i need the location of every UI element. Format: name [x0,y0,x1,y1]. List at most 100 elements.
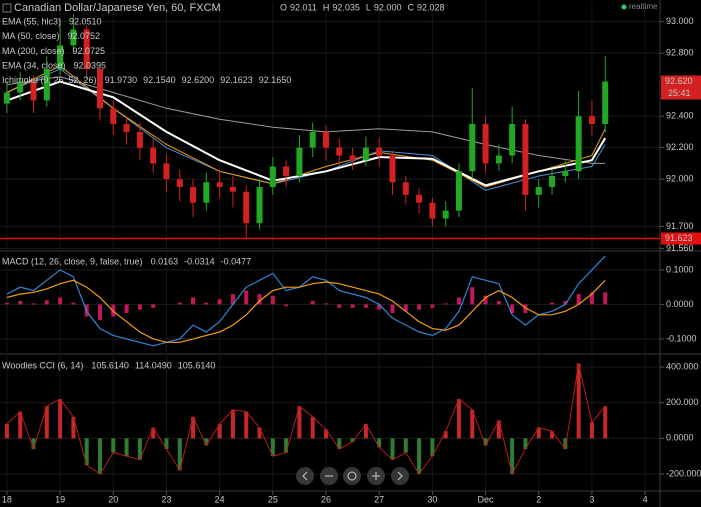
price-box [661,232,701,245]
histogram-bar [244,290,249,305]
histogram-bar [31,303,36,305]
candle-body [30,81,37,101]
histogram-bar [563,300,568,305]
indicator-value: 105.6140 [178,360,216,370]
histogram-bar [337,304,342,308]
nav-buttons [296,467,409,485]
x-tick-label: 3 [589,494,594,504]
y-tick-label: 0.1000 [666,264,694,274]
histogram-bar [71,302,76,305]
candle-body [269,166,276,188]
histogram-bar [550,302,555,305]
y-tick-label: 92.000 [666,174,694,184]
moving-average [6,80,607,187]
indicator-value: 91.9730 [105,75,138,85]
histogram-bar [97,304,102,320]
indicator-value: 92.0395 [74,60,107,70]
cci-bar [470,409,475,439]
x-tick-label: 24 [215,494,225,504]
candle-body [57,45,64,69]
ohlc-key: H [323,2,330,12]
scroll-right[interactable] [391,467,409,485]
indicator-name: EMA (55, hlc3) [2,16,61,26]
candle-body [509,124,516,156]
cci-bar [84,438,89,466]
candle-body [70,29,77,46]
cci-bar [443,431,448,439]
indicator-value: -0.0477 [221,256,252,266]
candle-body [376,147,383,156]
price-box [661,75,701,100]
cci-bar [536,427,541,439]
indicator-name: MA (50, close) [2,31,60,41]
y-tick-label: 400.000 [666,361,699,371]
candle-body [549,175,556,188]
x-tick-label: 30 [427,494,437,504]
reset[interactable] [343,467,361,485]
cci-bar [297,406,302,439]
candle-body [442,210,449,219]
indicator-value: 92.0752 [68,31,101,41]
y-tick-label: 92.200 [666,142,694,152]
ohlc-value: 92.000 [374,2,402,12]
indicator-name: MACD (12, 26, close, 9, false, true) [2,256,143,266]
histogram-bar [137,304,142,310]
cci-bar [217,424,222,439]
histogram-bar [350,304,355,308]
histogram-bar [496,300,501,305]
cci-bar [337,438,342,450]
cci-bar [71,416,76,439]
candle-body [203,182,210,203]
cci-bar [191,416,196,439]
cci-bar [417,438,422,474]
y-tick-label: 91.700 [666,221,694,231]
status: realtime [629,2,658,11]
cci-bar [4,424,9,439]
icon [347,471,357,481]
y-tick-label: 92.800 [666,48,694,58]
candle-body [296,147,303,176]
indicator-name: Woodies CCI (6, 14) [2,360,83,370]
histogram-bar [470,287,475,305]
x-tick-label: 20 [108,494,118,504]
histogram-bar [257,294,262,305]
cci-bar [31,438,36,450]
candle-body [96,68,103,109]
indicator-value: 92.0725 [73,46,106,56]
candle-body [110,108,117,125]
icon [397,471,403,481]
y-tick-label: -200.000 [666,468,701,478]
histogram-bar [483,295,488,305]
x-tick-label: 27 [374,494,384,504]
histogram-bar [390,304,395,314]
scroll-left[interactable] [296,467,314,485]
candle-body [256,187,263,224]
histogram-bar [124,304,129,314]
indicator-name: Ichimoku (9, 26, 52, 26) [2,75,97,85]
cci-bar [350,438,355,442]
macd-line [6,279,606,343]
histogram-bar [523,304,528,314]
candle-body [283,166,290,176]
histogram-bar [270,295,275,305]
icon[interactable] [2,3,12,13]
histogram-bar [217,299,222,305]
candle-body [17,81,24,93]
histogram-bar [430,304,435,308]
indicator-name: MA (200, close) [2,46,65,56]
cci-bar [310,416,315,439]
histogram-bar [4,302,9,305]
indicator-name: EMA (34, close) [2,60,66,70]
indicator-value: 92.6200 [182,75,215,85]
hline-label: 91.623 [665,233,693,243]
indicator-value: 114.0490 [135,360,172,370]
x-tick-label: 26 [321,494,331,504]
cci-bar [137,438,142,460]
candle-body [136,131,143,148]
candle-body [229,187,236,192]
candle-body [416,194,423,203]
countdown: 25:41 [668,88,691,98]
x-tick-label: 19 [55,494,65,504]
cci-bar [496,420,501,439]
